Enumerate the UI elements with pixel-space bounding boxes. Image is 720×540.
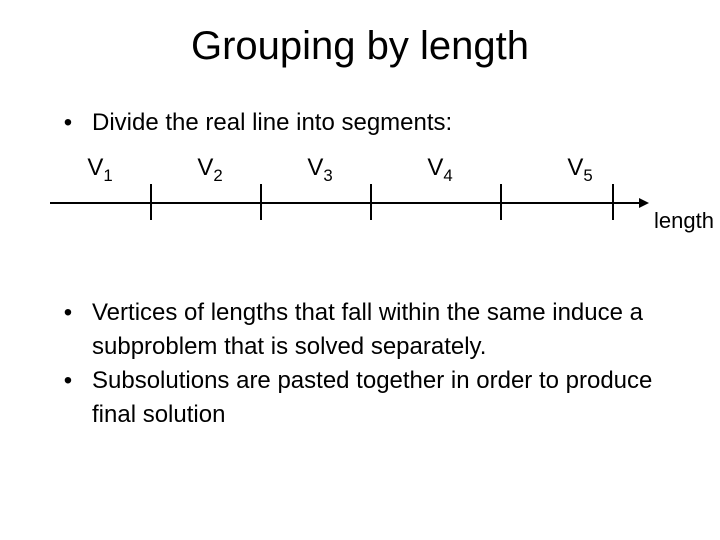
slide-title: Grouping by length — [0, 0, 720, 69]
bullet-text: Divide the real line into segments: — [92, 106, 660, 140]
segment-label-base: V — [427, 154, 443, 181]
segment-label-sub: 3 — [323, 166, 332, 185]
axis-tick — [500, 184, 502, 220]
segment-label-sub: 4 — [443, 166, 452, 185]
bullet-marker: • — [44, 296, 92, 330]
segment-label-base: V — [87, 154, 103, 181]
axis-tick — [150, 184, 152, 220]
segment-label-sub: 5 — [583, 166, 592, 185]
segment-label-sub: 2 — [213, 166, 222, 185]
axis-tick — [260, 184, 262, 220]
axis-tick — [370, 184, 372, 220]
segment-label-base: V — [197, 154, 213, 181]
bullet-marker: • — [44, 106, 92, 140]
axis-tick — [612, 184, 614, 220]
segment-label-base: V — [567, 154, 583, 181]
segment-label: V4 — [427, 154, 452, 186]
segment-label: V5 — [567, 154, 592, 186]
axis-line — [50, 202, 640, 204]
bullet-text: Vertices of lengths that fall within the… — [92, 296, 660, 364]
segment-label-base: V — [307, 154, 323, 181]
bullet-item: •Vertices of lengths that fall within th… — [44, 296, 660, 364]
bullet-item: •Divide the real line into segments: — [44, 106, 660, 140]
number-line-diagram: V1V2V3V4V5length — [40, 160, 680, 250]
segment-label: V2 — [197, 154, 222, 186]
segment-label: V3 — [307, 154, 332, 186]
bullet-list-top: •Divide the real line into segments: — [44, 106, 660, 140]
bullet-marker: • — [44, 364, 92, 398]
segment-label: V1 — [87, 154, 112, 186]
bullet-list-bottom: •Vertices of lengths that fall within th… — [44, 296, 660, 432]
bullet-text: Subsolutions are pasted together in orde… — [92, 364, 660, 432]
bullet-item: •Subsolutions are pasted together in ord… — [44, 364, 660, 432]
arrowhead-icon — [639, 198, 649, 208]
segment-label-sub: 1 — [103, 166, 112, 185]
axis-label: length — [654, 208, 714, 234]
